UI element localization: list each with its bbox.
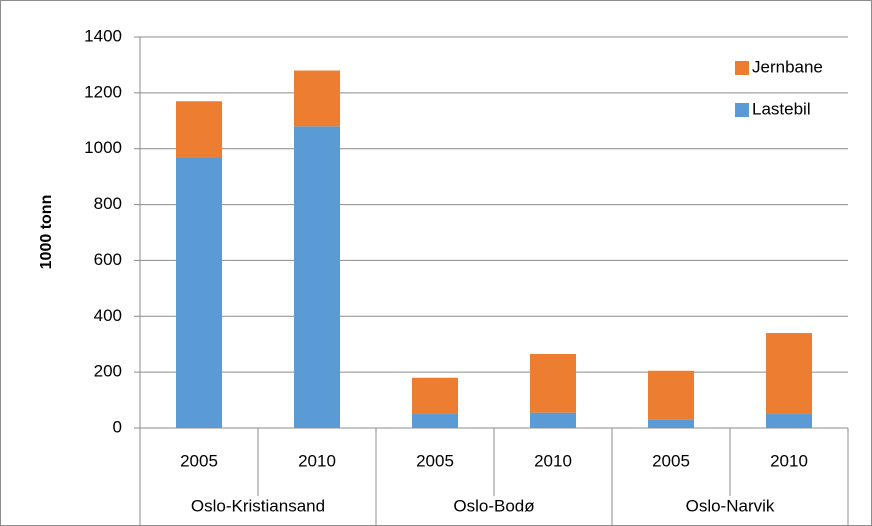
legend-swatch [735, 103, 749, 117]
y-tick-label: 1200 [84, 82, 122, 101]
x-tick-label: 2010 [534, 451, 572, 470]
bar-segment [293, 126, 341, 428]
x-tick-label: 2005 [652, 451, 690, 470]
bar-segment [529, 412, 577, 428]
y-tick-label: 800 [94, 194, 122, 213]
bar-segment [529, 353, 577, 413]
y-tick-label: 600 [94, 250, 122, 269]
bar-segment [765, 333, 813, 415]
group-label: Oslo-Bodø [453, 496, 534, 515]
y-tick-label: 0 [113, 417, 122, 436]
legend-label: Jernbane [752, 57, 823, 76]
bar-segment [411, 377, 459, 415]
bar-segment [293, 70, 341, 127]
legend-label: Lastebil [752, 99, 811, 118]
y-tick-label: 400 [94, 306, 122, 325]
legend-swatch [735, 61, 749, 75]
bar-segment [175, 101, 223, 158]
bar-segment [647, 419, 695, 428]
group-label: Oslo-Kristiansand [191, 496, 325, 515]
y-tick-label: 1400 [84, 26, 122, 45]
bar-segment [765, 414, 813, 428]
bar-segment [175, 157, 223, 429]
bar-segment [411, 414, 459, 428]
y-tick-label: 200 [94, 362, 122, 381]
y-tick-label: 1000 [84, 138, 122, 157]
y-axis-label: 1000 tonn [38, 195, 55, 270]
x-tick-label: 2005 [416, 451, 454, 470]
group-label: Oslo-Narvik [686, 496, 775, 515]
bar-segment [647, 370, 695, 420]
x-tick-label: 2010 [298, 451, 336, 470]
x-tick-label: 2010 [770, 451, 808, 470]
x-tick-label: 2005 [180, 451, 218, 470]
